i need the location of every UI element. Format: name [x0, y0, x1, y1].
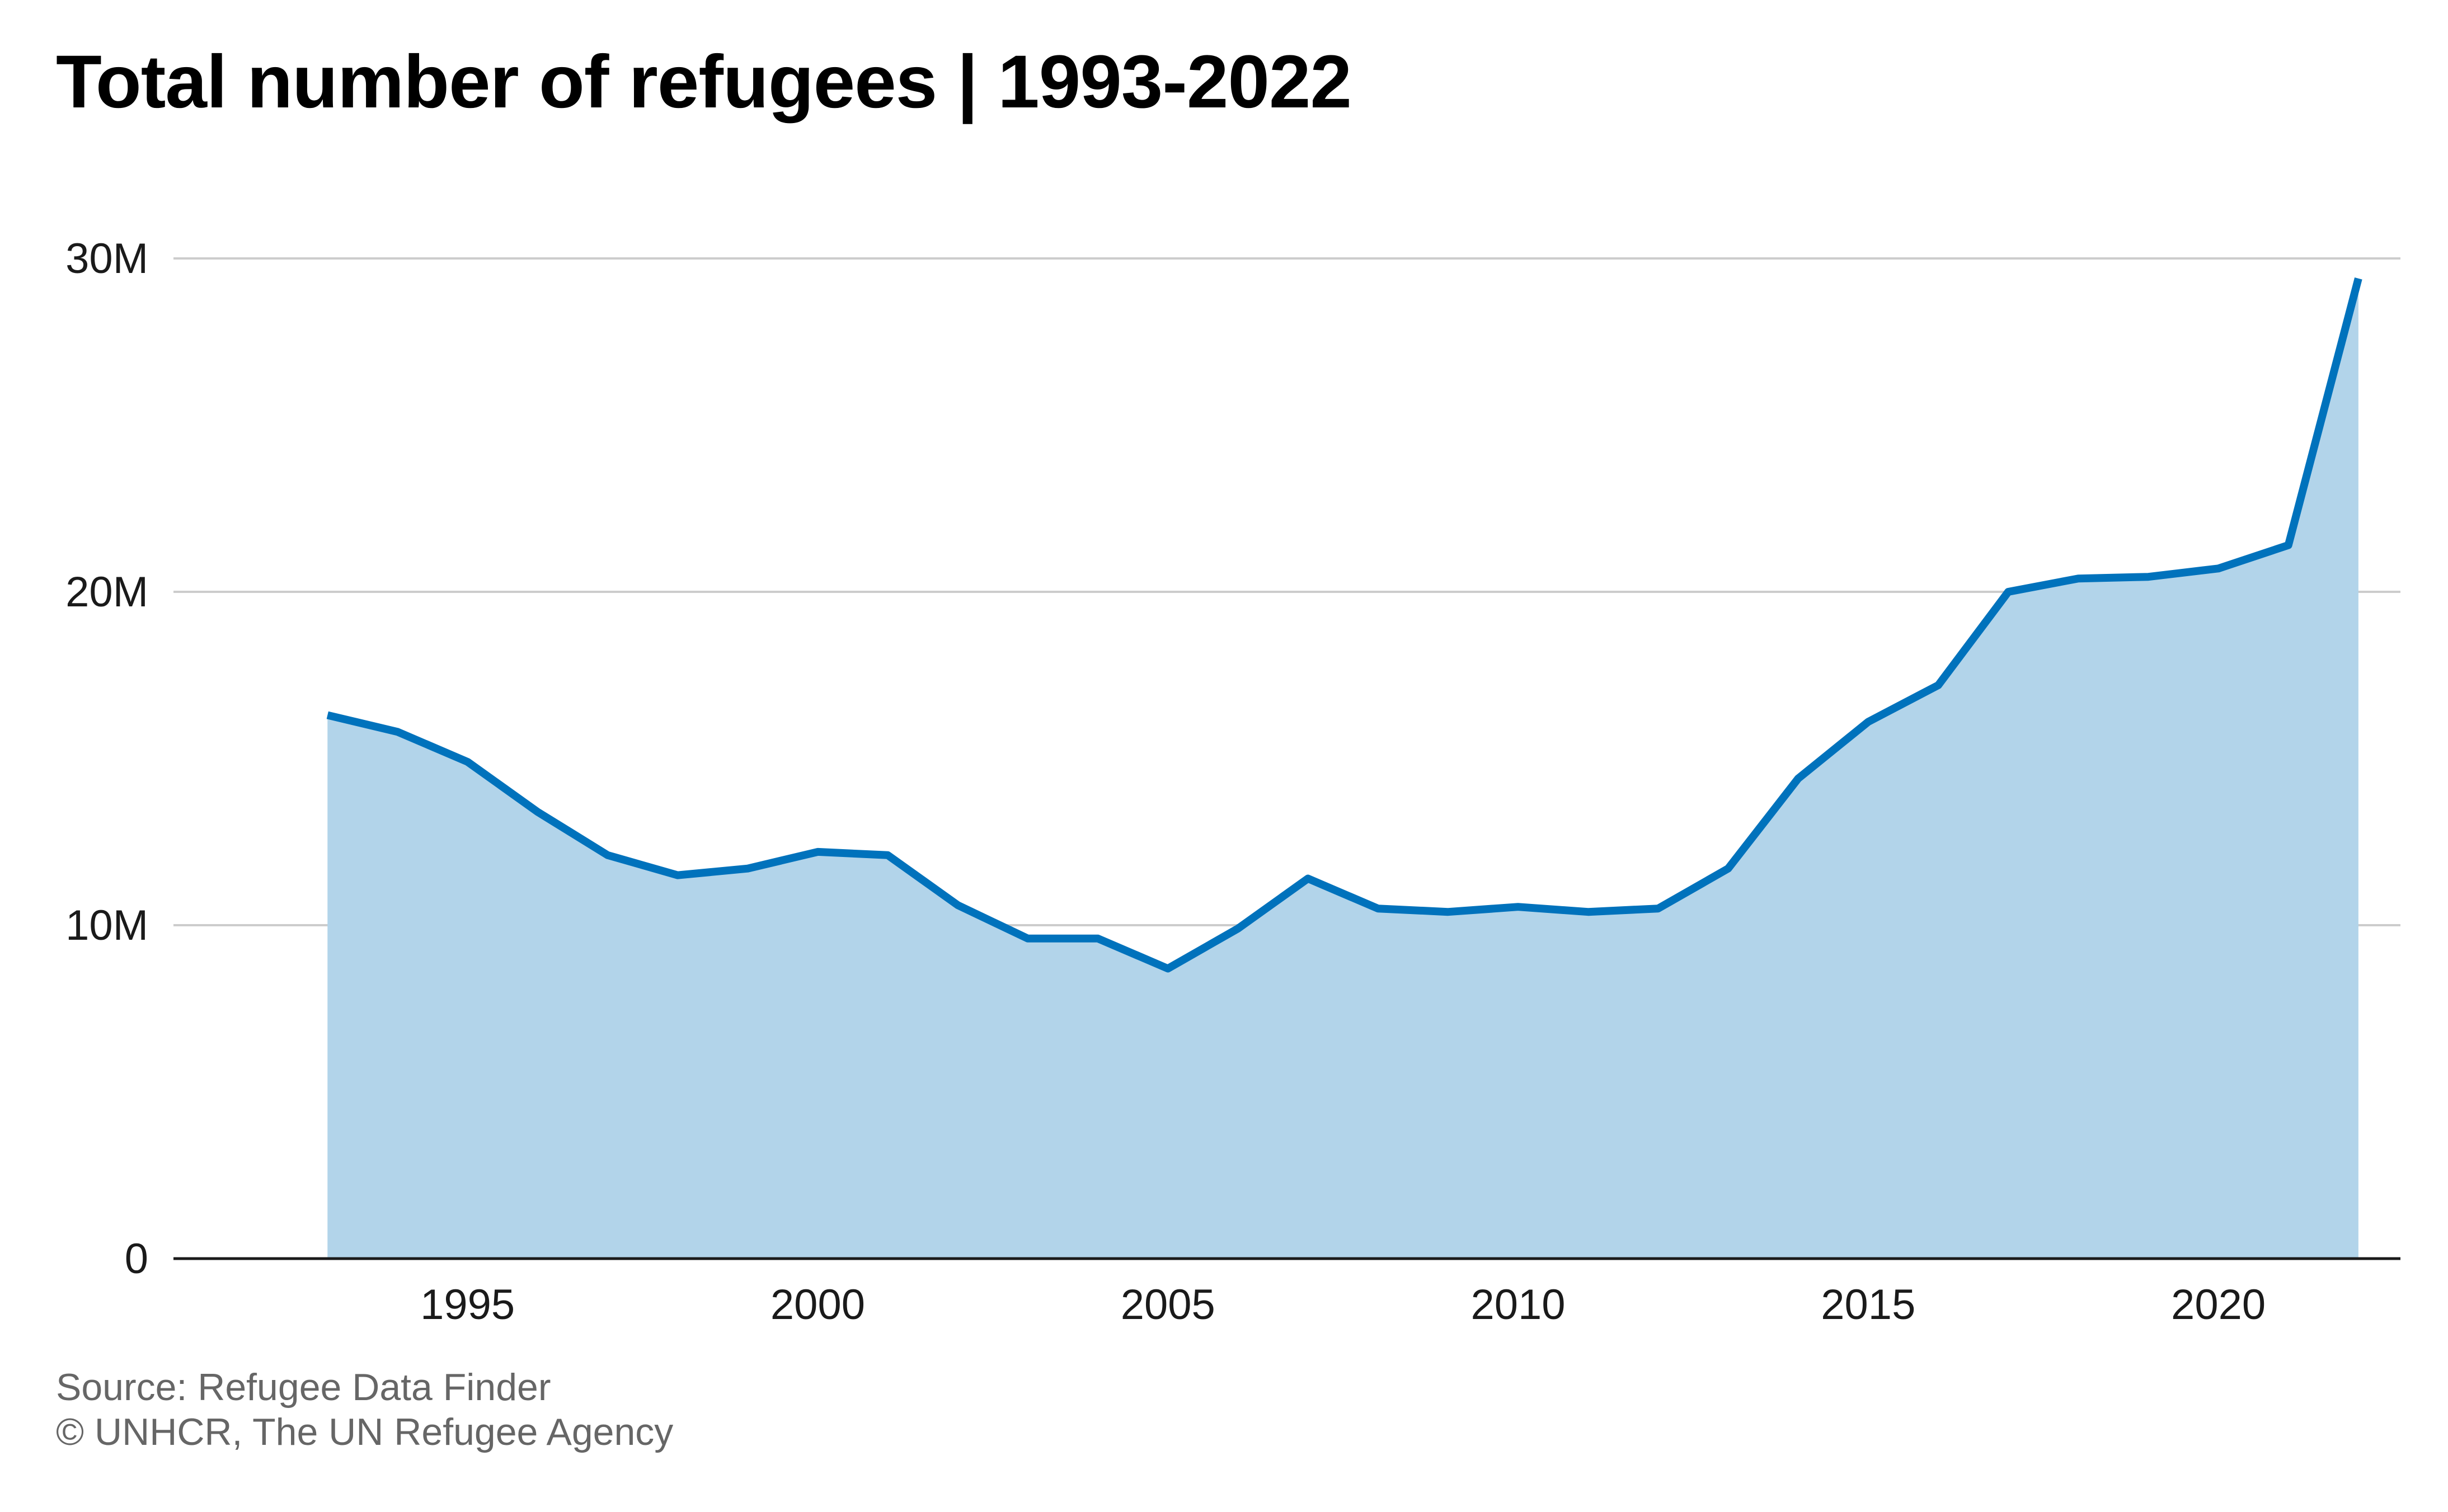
- data-point-1993: [323, 712, 331, 719]
- x-tick-label: 2015: [1821, 1281, 1915, 1329]
- data-point-1998: [674, 872, 682, 879]
- series-line: [326, 277, 2362, 973]
- data-point-2005: [1164, 964, 1172, 972]
- x-tick-label: 2000: [770, 1281, 865, 1329]
- x-tick-label: 2005: [1121, 1281, 1215, 1329]
- data-point-2012: [1654, 905, 1662, 912]
- data-point-1997: [604, 851, 612, 859]
- data-point-2007: [1304, 875, 1312, 883]
- tick-labels: 0 10M 20M 30M 1995 2000 2005 2010 2015 2020: [65, 235, 2266, 1329]
- data-point-2021: [2285, 541, 2292, 549]
- y-tick-label: 20M: [65, 568, 148, 616]
- data-point-2014: [1794, 775, 1802, 783]
- x-tick-label: 2010: [1470, 1281, 1565, 1329]
- data-point-1994: [394, 728, 402, 736]
- credit-note: © UNHCR, The UN Refugee Agency: [56, 1411, 674, 1453]
- data-point-2004: [1094, 935, 1102, 943]
- data-point-2015: [1864, 718, 1872, 726]
- data-point-2017: [2004, 588, 2012, 596]
- x-tick-label: 2020: [2171, 1281, 2266, 1329]
- data-point-2019: [2144, 573, 2152, 581]
- footer: Source: Refugee Data Finder © UNHCR, The…: [56, 1365, 673, 1454]
- data-point-2006: [1234, 925, 1242, 932]
- data-point-1999: [744, 865, 751, 873]
- data-point-1995: [464, 758, 472, 766]
- y-tick-label: 10M: [65, 902, 148, 949]
- data-point-2003: [1024, 935, 1032, 943]
- data-point-2018: [2074, 574, 2082, 582]
- data-point-2016: [1934, 681, 1942, 689]
- chart-title: Total number of refugees | 1993-2022: [56, 40, 1352, 124]
- data-point-2011: [1584, 908, 1592, 916]
- data-point-2022: [2355, 275, 2362, 282]
- area-fill: [327, 278, 2358, 1259]
- y-tick-label: 0: [125, 1235, 148, 1283]
- data-point-2009: [1444, 908, 1452, 916]
- data-point-1996: [534, 808, 542, 816]
- data-point-2010: [1514, 903, 1522, 911]
- data-point-2001: [884, 851, 892, 859]
- x-tick-label: 1995: [420, 1281, 515, 1329]
- data-point-2000: [814, 848, 821, 856]
- data-point-2002: [954, 901, 962, 909]
- y-tick-label: 30M: [65, 235, 148, 282]
- data-point-2013: [1724, 865, 1732, 873]
- data-point-2008: [1374, 905, 1382, 912]
- data-point-2020: [2215, 564, 2223, 572]
- source-note: Source: Refugee Data Finder: [56, 1366, 551, 1409]
